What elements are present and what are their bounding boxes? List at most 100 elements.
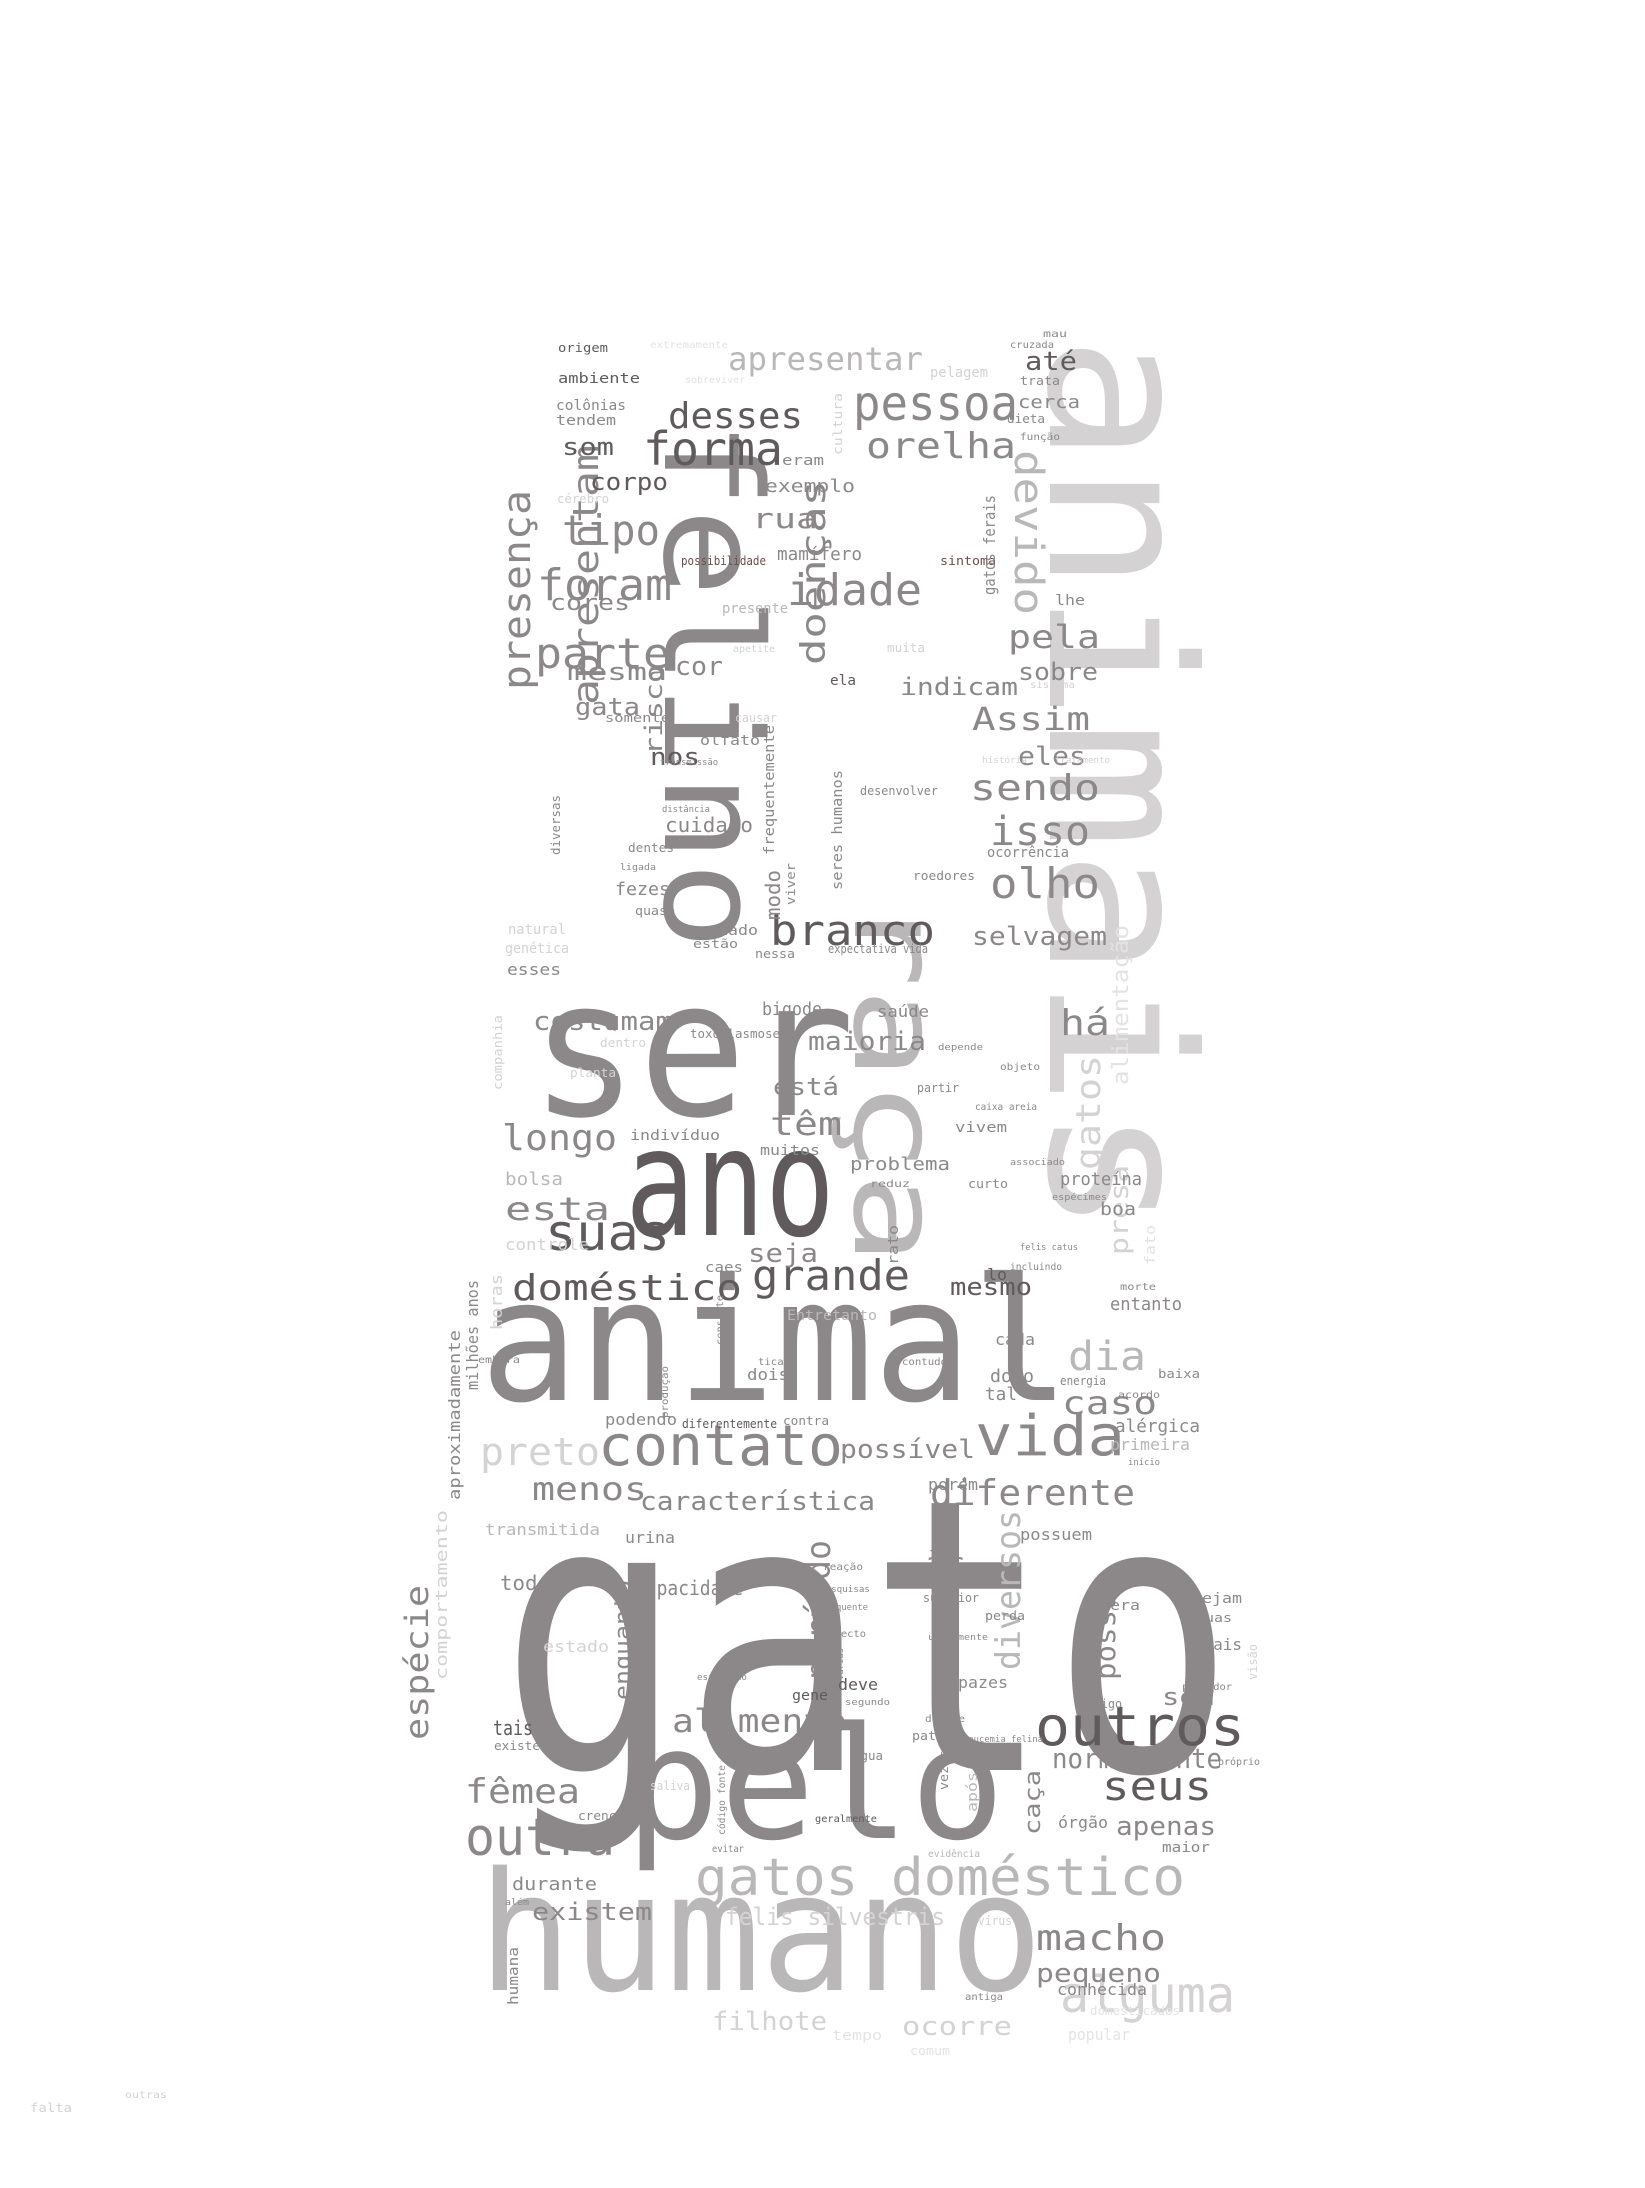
word-genetica: genética	[505, 941, 569, 957]
word-contra: contra	[783, 1414, 829, 1428]
word-distancia: distância	[662, 805, 710, 815]
word-contudo: contudo	[902, 1357, 947, 1368]
word-gatos: gatos	[1069, 1055, 1109, 1170]
word-quase: quase	[635, 904, 675, 918]
word-energia: energia	[1060, 1374, 1106, 1388]
word-doencas: doenças	[794, 480, 834, 665]
word-seus: seus	[1102, 1764, 1212, 1810]
word-estimacao: estimação	[697, 1673, 747, 1683]
word-cruzada: cruzada	[1010, 340, 1054, 351]
word-sejam: sejam	[1192, 1591, 1242, 1607]
word-sintoma: sintoma	[940, 554, 996, 568]
word-ticar: ticar	[758, 1357, 790, 1368]
word-falta: falta	[30, 2101, 72, 2115]
word-gato: gato	[500, 1417, 1235, 1860]
word-pesquisas: pesquisas	[820, 1585, 870, 1595]
word-desses: desses	[668, 396, 803, 437]
word-femea: fêmea	[465, 1772, 580, 1812]
word-cerca: cerca	[1018, 392, 1080, 413]
word-sobre: sobre	[1018, 658, 1098, 686]
word-seja: seja	[748, 1239, 818, 1269]
word-era: era	[1110, 1598, 1140, 1614]
word-urina: urina	[625, 1528, 675, 1547]
word-muitos: muitos	[760, 1143, 820, 1159]
word-animal: animal	[480, 1243, 1070, 1441]
word-felis-silvestris: felis silvestris	[725, 1903, 945, 1931]
word-animais: animais	[1002, 335, 1235, 1235]
word-periodo: período	[799, 1540, 839, 1680]
word-estao: estão	[693, 937, 738, 951]
word-causar: causar	[735, 711, 777, 725]
word-outra: outra	[465, 1808, 615, 1868]
word-som: som	[562, 433, 614, 461]
word-capacidade: capacidade	[635, 1576, 743, 1600]
word-cultura: cultura	[831, 393, 845, 455]
word-tem: têm	[770, 1105, 842, 1143]
word-enquanto: enquanto	[611, 1580, 636, 1700]
word-pessoa: pessoa	[853, 376, 1018, 432]
word-doente: doente	[925, 1714, 965, 1725]
word-aspecto: aspecto	[822, 1629, 866, 1640]
word-controle: controle	[505, 1235, 589, 1254]
word-ligada: ligada	[620, 863, 656, 873]
word-primeira: primeira	[1110, 1435, 1190, 1454]
word-alergica: alérgica	[1115, 1416, 1200, 1437]
word-gatos-ferais: gatos ferais	[980, 495, 999, 595]
word-reduz: reduz	[870, 1179, 910, 1190]
word-especimes: espécimes	[1052, 1192, 1107, 1203]
word-problema: problema	[850, 1154, 950, 1175]
word-consiste: consiste	[715, 1295, 726, 1345]
word-incluindo: incluindo	[1010, 1262, 1062, 1273]
word-felino: felino	[633, 420, 790, 950]
word-branco: branco	[770, 906, 935, 955]
word-possui: possui	[1089, 1575, 1122, 1680]
word-cuidado: cuidado	[665, 813, 753, 837]
word-extremamente: extremamente	[650, 340, 728, 351]
word-presenca: presença	[495, 490, 539, 690]
word-bolsa: bolsa	[505, 1169, 563, 1190]
word-risco: risco	[640, 665, 668, 755]
word-comum: comum	[910, 2044, 950, 2058]
word-menos: menos	[532, 1470, 647, 1508]
word-sobreviver: sobreviver	[685, 375, 745, 386]
word-ocorre: ocorre	[902, 2012, 1012, 2042]
word-transmitida: transmitida	[485, 1520, 600, 1539]
word-forma: forma	[643, 422, 783, 476]
word-orelha: orelha	[866, 426, 1016, 467]
word-conhecida: conhecida	[1057, 1980, 1147, 1999]
word-deve: deve	[838, 1675, 878, 1694]
word-antigo: antigo	[1080, 1697, 1122, 1711]
word-caes: caes	[705, 1260, 743, 1276]
word-humano: humano	[478, 1837, 1043, 2029]
word-saude: saúde	[877, 1002, 929, 1021]
word-alimento: alimento	[672, 1702, 847, 1740]
word-diversos: diversos	[989, 1510, 1029, 1670]
word-alem: além	[505, 1897, 529, 1908]
word-modo: modo	[761, 870, 785, 920]
word-eram: eram	[782, 453, 824, 469]
word-suas: suas	[545, 1204, 670, 1262]
word-tempo: tempo	[832, 2028, 882, 2044]
word-dentro: dentro	[600, 1036, 646, 1050]
word-pelo: pelo	[625, 1694, 1005, 1875]
word-superior: superior	[923, 1591, 979, 1605]
word-as: às	[925, 1546, 967, 1579]
word-tais: tais	[493, 1716, 533, 1740]
word-usualmente: usualmente	[928, 1633, 988, 1643]
word-horas: horas	[487, 1274, 506, 1330]
word-caso: caso	[1062, 1384, 1157, 1422]
word-ate: até	[1025, 347, 1077, 377]
word-varias: várias	[836, 1648, 846, 1680]
word-quais: quais	[1194, 1635, 1242, 1654]
word-desenvolver: desenvolver	[860, 784, 938, 798]
word-preto: preto	[480, 1430, 600, 1474]
word-olfato: olfato	[700, 733, 760, 749]
word-morte: morte	[1120, 1282, 1156, 1293]
word-tratamento: tratamento	[1055, 756, 1110, 766]
word-apresentar: apresentar	[728, 340, 923, 378]
word-pequeno: pequeno	[1036, 1959, 1161, 1989]
word-assim: Assim	[972, 700, 1090, 738]
word-gene: gene	[792, 1688, 828, 1704]
